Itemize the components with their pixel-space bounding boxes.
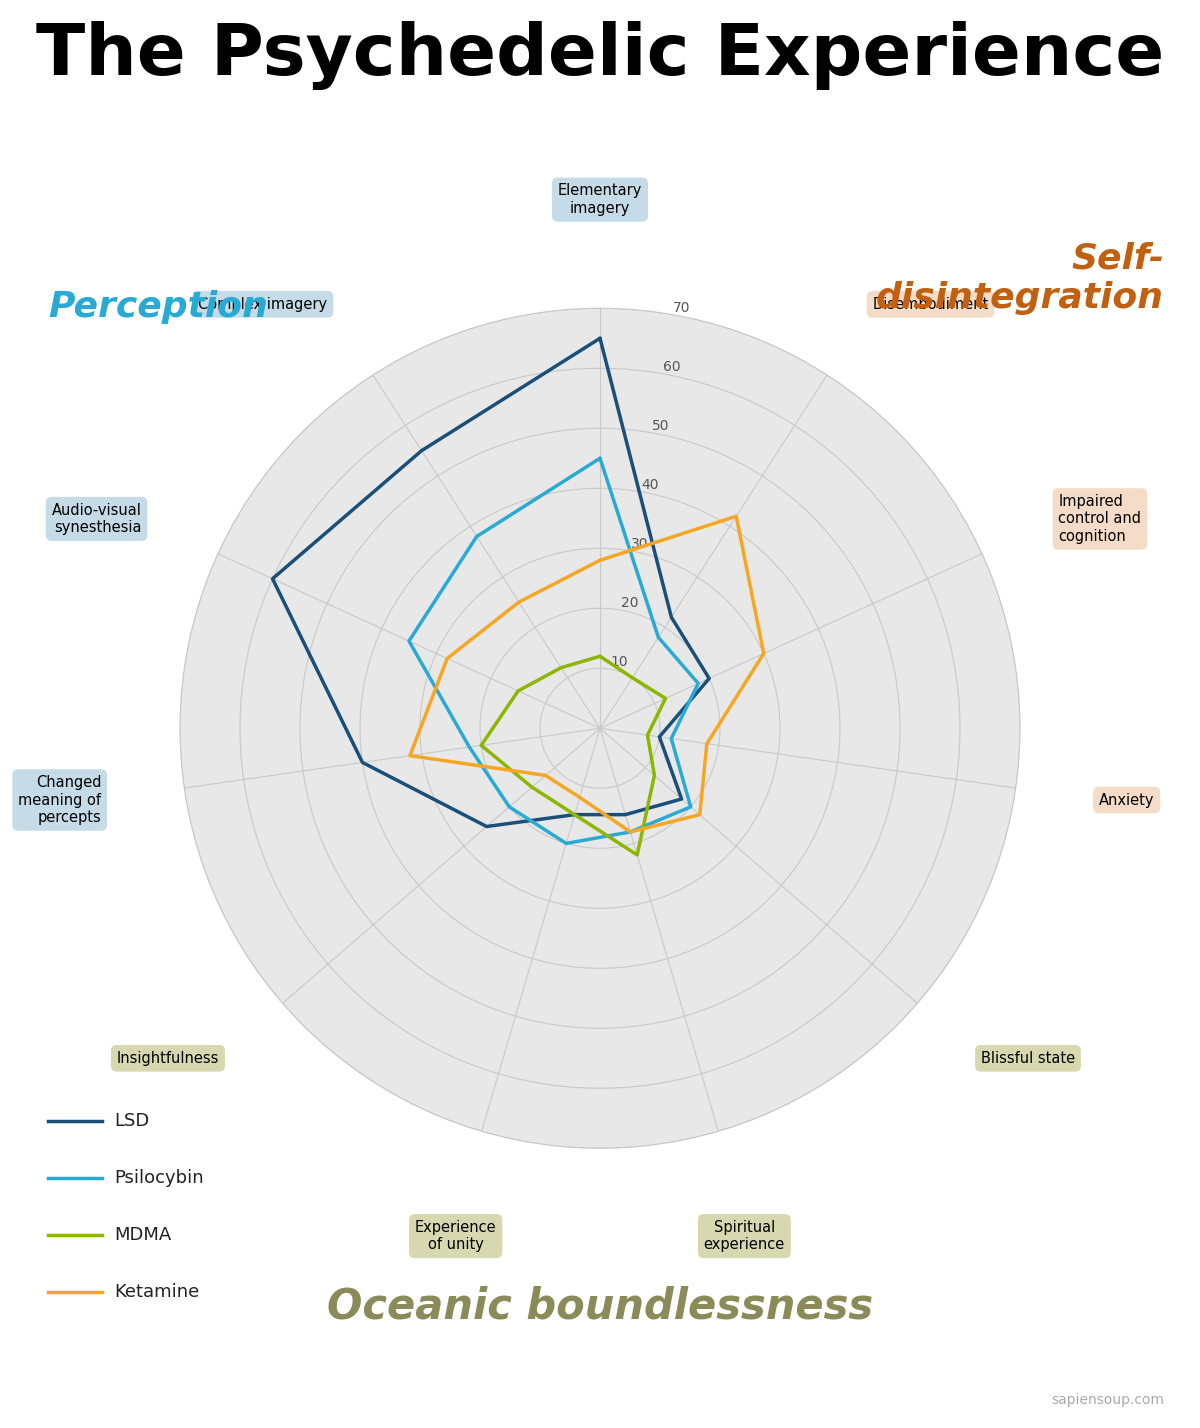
Text: Disembodiment: Disembodiment [872,297,989,311]
Text: Oceanic boundlessness: Oceanic boundlessness [326,1285,874,1328]
Text: Ketamine: Ketamine [114,1284,199,1301]
Text: Self-
disintegration: Self- disintegration [876,241,1164,316]
Text: Anxiety: Anxiety [1099,793,1154,807]
Text: Perception: Perception [48,290,268,324]
Text: Experience
of unity: Experience of unity [415,1220,497,1252]
Text: Audio-visual
synesthesia: Audio-visual synesthesia [52,503,142,536]
Text: Blissful state: Blissful state [980,1051,1075,1065]
Text: sapiensoup.com: sapiensoup.com [1051,1392,1164,1407]
Text: Impaired
control and
cognition: Impaired control and cognition [1058,494,1141,544]
Text: MDMA: MDMA [114,1227,172,1244]
Text: Insightfulness: Insightfulness [116,1051,220,1065]
Text: Complex imagery: Complex imagery [198,297,328,311]
Text: The Psychedelic Experience: The Psychedelic Experience [36,21,1164,90]
Text: Psilocybin: Psilocybin [114,1170,204,1187]
Text: Changed
meaning of
percepts: Changed meaning of percepts [18,775,101,825]
Text: Spiritual
experience: Spiritual experience [703,1220,785,1252]
Text: Elementary
imagery: Elementary imagery [558,183,642,216]
Text: LSD: LSD [114,1112,149,1130]
